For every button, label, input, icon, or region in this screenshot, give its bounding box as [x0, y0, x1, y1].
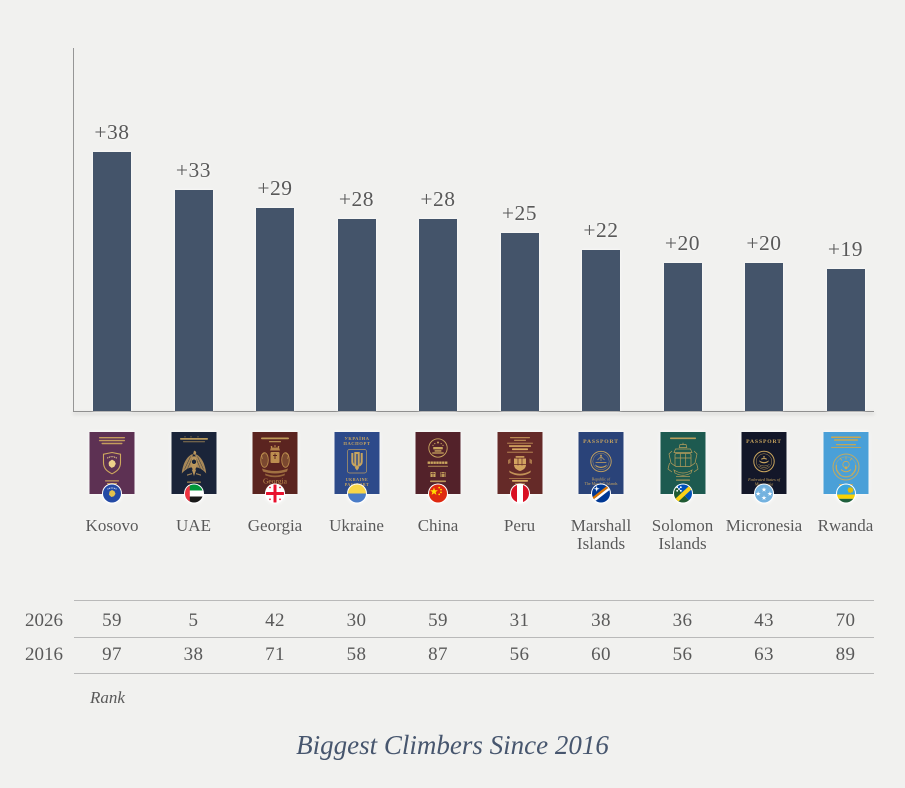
svg-text:Georgia: Georgia: [263, 477, 288, 486]
svg-text:UKRAINE: UKRAINE: [345, 477, 367, 482]
svg-text:УКРАЇНА: УКРАЇНА: [344, 436, 369, 441]
svg-text:Republic of: Republic of: [592, 478, 611, 482]
svg-text:PASSPORT: PASSPORT: [746, 439, 782, 445]
svg-text:ПАСПОРТ: ПАСПОРТ: [343, 441, 370, 446]
svg-text:Federated States of: Federated States of: [747, 477, 781, 482]
svg-text:PASSPORT: PASSPORT: [583, 439, 619, 445]
